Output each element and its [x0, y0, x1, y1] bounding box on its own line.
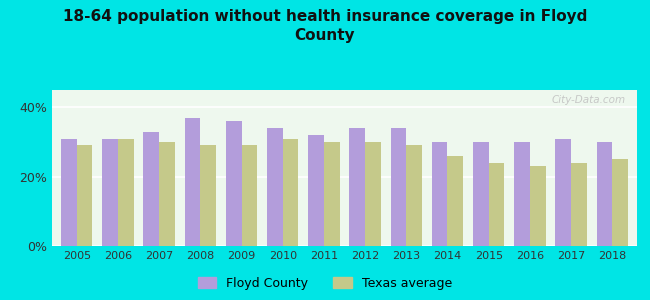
- Bar: [447, 156, 463, 246]
- Bar: [391, 128, 406, 246]
- Bar: [597, 142, 612, 246]
- Legend: Floyd County, Texas average: Floyd County, Texas average: [194, 273, 456, 294]
- Bar: [530, 166, 545, 246]
- Bar: [350, 128, 365, 246]
- Bar: [473, 142, 489, 246]
- Bar: [514, 142, 530, 246]
- Bar: [77, 146, 92, 246]
- Bar: [226, 121, 242, 246]
- Bar: [432, 142, 447, 246]
- Bar: [102, 139, 118, 246]
- Bar: [489, 163, 504, 246]
- Text: City-Data.com: City-Data.com: [551, 95, 625, 105]
- Bar: [118, 139, 133, 246]
- Bar: [612, 159, 628, 246]
- Bar: [61, 139, 77, 246]
- Bar: [144, 132, 159, 246]
- Bar: [365, 142, 381, 246]
- Bar: [267, 128, 283, 246]
- Bar: [308, 135, 324, 246]
- Bar: [159, 142, 175, 246]
- Bar: [283, 139, 298, 246]
- Bar: [406, 146, 422, 246]
- Text: 18-64 population without health insurance coverage in Floyd
County: 18-64 population without health insuranc…: [63, 9, 587, 43]
- Bar: [556, 139, 571, 246]
- Bar: [571, 163, 587, 246]
- Bar: [200, 146, 216, 246]
- Bar: [185, 118, 200, 246]
- Bar: [324, 142, 339, 246]
- Bar: [242, 146, 257, 246]
